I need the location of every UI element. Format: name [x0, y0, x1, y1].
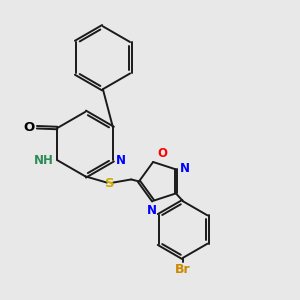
- Text: O: O: [23, 121, 34, 134]
- Text: S: S: [105, 177, 114, 190]
- Text: N: N: [179, 162, 190, 175]
- Text: N: N: [116, 154, 126, 167]
- Text: Br: Br: [175, 263, 191, 276]
- Text: NH: NH: [34, 154, 54, 167]
- Text: O: O: [157, 147, 167, 161]
- Text: N: N: [146, 204, 157, 218]
